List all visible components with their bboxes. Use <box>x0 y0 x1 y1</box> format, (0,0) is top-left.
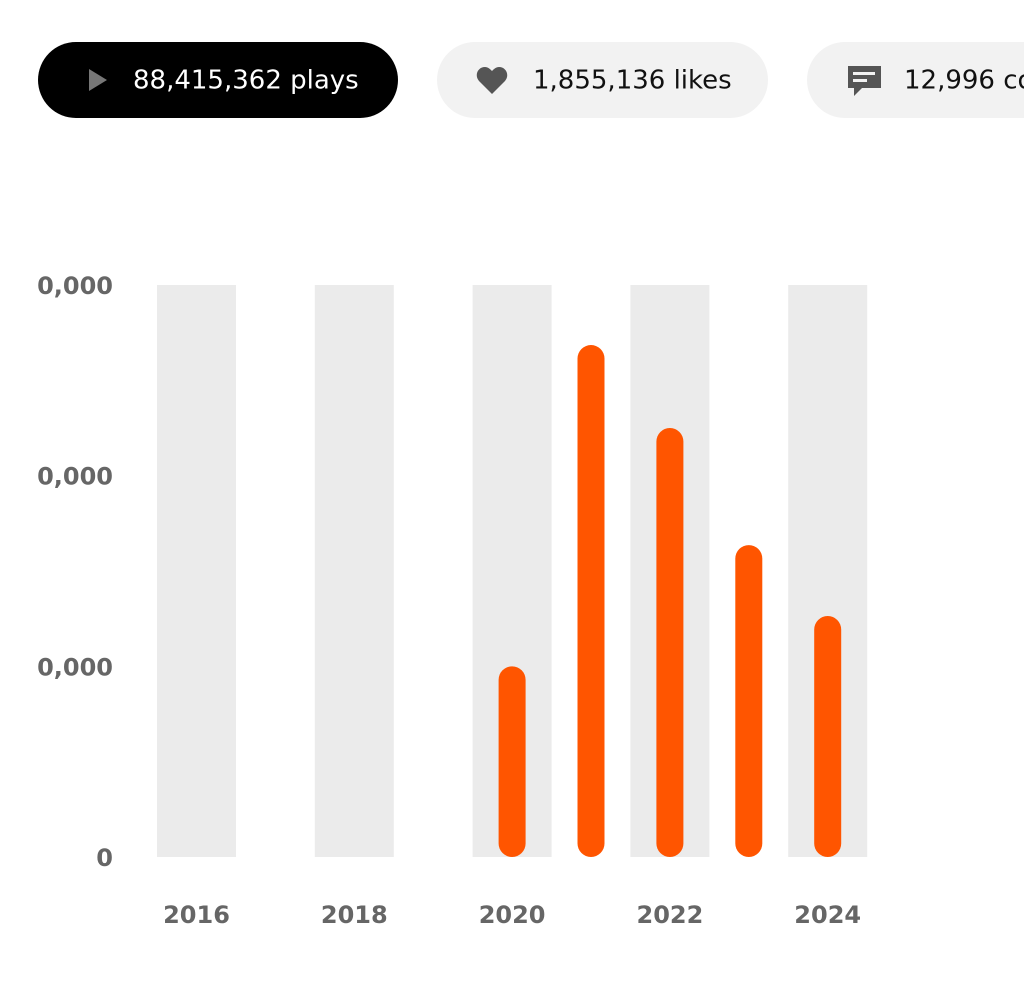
play-icon <box>89 69 107 91</box>
year-band <box>314 285 394 857</box>
year-band <box>157 285 236 857</box>
heart-icon <box>476 67 508 94</box>
x-tick-label: 2024 <box>794 901 861 929</box>
likes-pill[interactable] <box>437 42 768 118</box>
y-tick-label: 0 <box>96 844 113 872</box>
y-tick-label: 0,000 <box>37 653 113 681</box>
plays-count: 88,415,362 plays <box>133 66 359 96</box>
bar <box>577 345 605 857</box>
bar <box>656 428 684 857</box>
x-tick-label: 2020 <box>479 901 546 929</box>
chart: 2016 2018 2020 2022 2024 0 0,000 0,000 0,000 <box>37 272 868 929</box>
x-tick-label: 2018 <box>321 901 388 929</box>
bar <box>814 615 842 857</box>
likes-count: 1,855,136 likes <box>533 66 732 96</box>
comments-pill[interactable] <box>807 42 1024 118</box>
y-tick-label: 0,000 <box>37 463 113 491</box>
comment-icon-line <box>853 79 867 82</box>
x-tick-label: 2022 <box>637 901 704 929</box>
plays-pill[interactable] <box>38 42 398 118</box>
x-tick-label: 2016 <box>163 901 230 929</box>
bar <box>498 666 526 857</box>
bar <box>735 545 763 857</box>
comment-icon-line <box>853 72 875 75</box>
y-tick-label: 0,000 <box>37 272 113 300</box>
comments-count: 12,996 co <box>904 66 1024 96</box>
